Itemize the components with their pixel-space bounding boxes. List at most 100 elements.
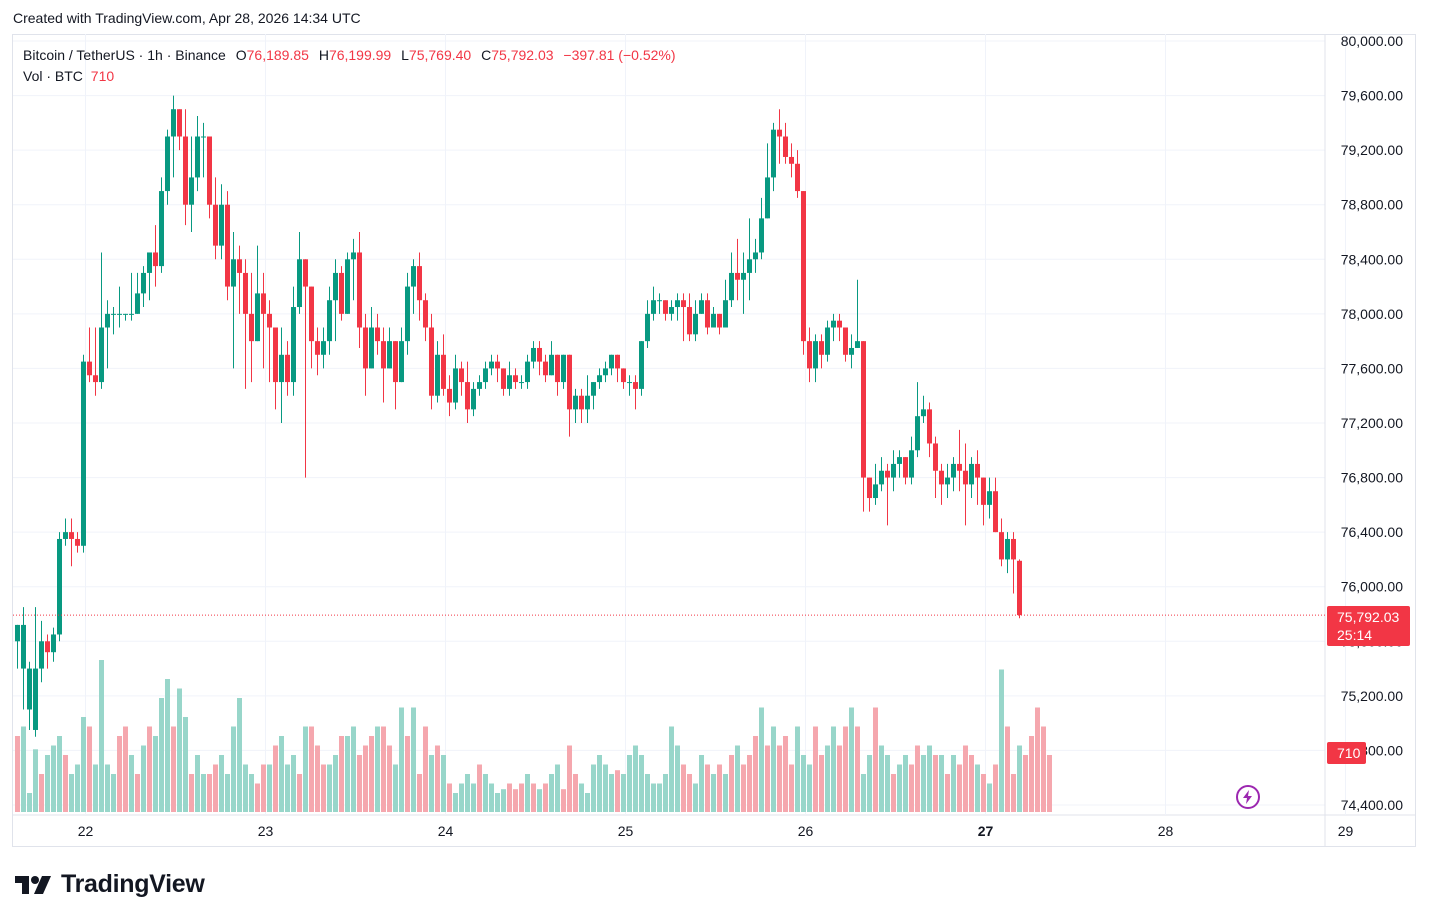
volume-bar — [549, 774, 554, 812]
volume-bar — [465, 774, 470, 812]
legend-close: 75,792.03 — [491, 47, 554, 63]
candle-body — [453, 368, 458, 403]
volume-bar — [519, 783, 524, 812]
candle — [759, 197, 764, 260]
candle-body — [291, 307, 296, 383]
volume-bar — [255, 783, 260, 812]
candle-body — [177, 109, 182, 137]
candle-body — [387, 341, 392, 369]
time-tick-label: 26 — [798, 823, 814, 839]
tradingview-logo[interactable]: TradingView — [15, 870, 205, 899]
candle-body — [633, 382, 638, 389]
candle-body — [711, 313, 716, 328]
candle — [945, 463, 950, 499]
candle — [837, 313, 842, 342]
volume-bar — [789, 764, 794, 812]
price-axis: 80,000.00 79,600.00 79,200.00 78,800.00 78,4… — [1341, 33, 1403, 813]
candle-body — [69, 532, 74, 539]
volume-bar — [657, 783, 662, 812]
volume-bar — [381, 726, 386, 812]
volume-bar — [417, 774, 422, 812]
volume-bar — [471, 783, 476, 812]
candle — [993, 477, 998, 533]
candle-body — [639, 341, 644, 389]
candle — [159, 177, 164, 273]
candle — [573, 388, 578, 423]
candle-body — [801, 191, 806, 342]
price-tick-label: 74,400.00 — [1341, 797, 1403, 813]
candle-body — [609, 354, 614, 369]
candle — [543, 354, 548, 383]
volume-bar — [315, 745, 320, 812]
volume-bar — [93, 764, 98, 812]
volume-bar — [357, 755, 362, 812]
volume-bar — [801, 755, 806, 812]
volume-bar — [87, 726, 92, 812]
candle — [273, 327, 278, 410]
candle-body — [399, 341, 404, 383]
candle — [279, 327, 284, 423]
volume-bar — [153, 736, 158, 812]
candle — [489, 354, 494, 376]
candle — [903, 457, 908, 485]
volume-bar — [321, 764, 326, 812]
candle-body — [93, 375, 98, 383]
candle — [351, 238, 356, 301]
candle — [897, 450, 902, 478]
candle — [705, 293, 710, 335]
candle-body — [603, 368, 608, 376]
volume-bar — [585, 793, 590, 812]
volume-bar — [27, 793, 32, 812]
candle — [495, 354, 500, 383]
volume-bar — [387, 745, 392, 812]
candle — [471, 382, 476, 417]
candle — [885, 463, 890, 526]
candle-body — [111, 313, 116, 315]
candle-body — [909, 450, 914, 478]
candle — [615, 354, 620, 383]
candle — [771, 122, 776, 192]
candle — [717, 313, 722, 335]
candle-body — [699, 300, 704, 314]
candle-body — [27, 668, 32, 710]
time-tick-label: 24 — [438, 823, 454, 839]
candle — [603, 361, 608, 383]
candle — [225, 191, 230, 301]
volume-bar — [831, 726, 836, 812]
candle — [729, 252, 734, 308]
candle — [423, 293, 428, 342]
candle-body — [159, 191, 164, 267]
volume-bar — [951, 755, 956, 812]
price-tick-label: 77,200.00 — [1341, 415, 1403, 431]
volume-bars — [15, 660, 1052, 812]
volume-bar — [819, 755, 824, 812]
candle — [207, 136, 212, 219]
candle — [381, 327, 386, 403]
candle-body — [99, 327, 104, 383]
candle — [165, 129, 170, 205]
candle-body — [777, 129, 782, 137]
candle — [609, 354, 614, 376]
volume-bar — [483, 774, 488, 812]
candle-body — [939, 470, 944, 485]
candle — [39, 620, 44, 683]
candle — [519, 375, 524, 389]
candle-body — [57, 538, 62, 635]
candle — [459, 361, 464, 396]
candle-body — [171, 109, 176, 137]
candle — [117, 286, 122, 328]
volume-bar — [813, 726, 818, 812]
volume-bar — [651, 783, 656, 812]
candle-body — [63, 532, 68, 539]
price-tick-label: 76,400.00 — [1341, 524, 1403, 540]
lightning-icon[interactable] — [1235, 784, 1261, 810]
candle — [933, 436, 938, 499]
volume-bar — [363, 745, 368, 812]
candle-body — [717, 313, 722, 328]
volume-bar — [735, 745, 740, 812]
volume-bar — [915, 745, 920, 812]
candle-body — [249, 313, 254, 342]
volume-bar — [795, 726, 800, 812]
candle-body — [165, 136, 170, 192]
